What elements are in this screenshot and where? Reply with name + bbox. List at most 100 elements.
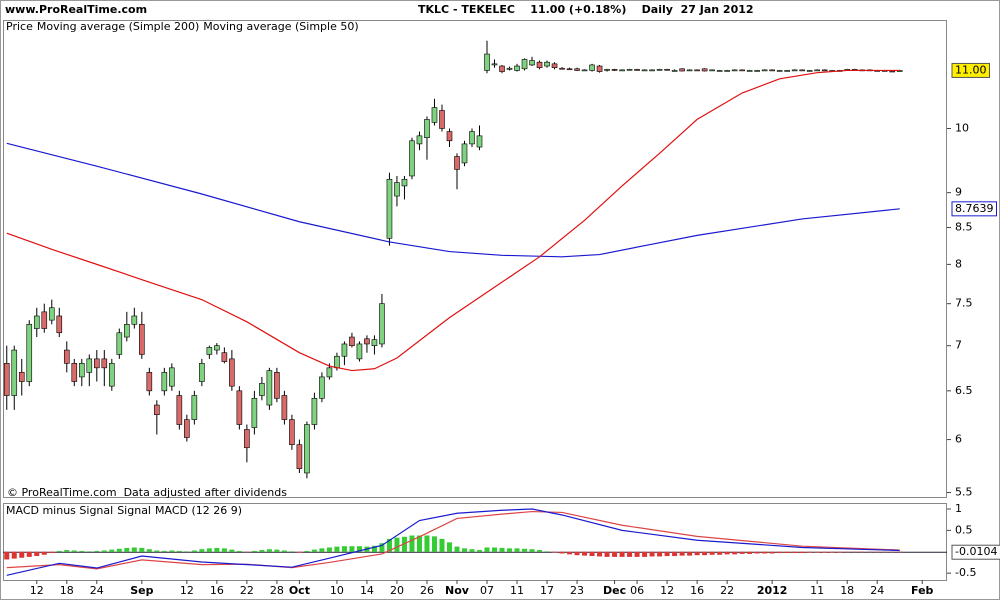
candle-body xyxy=(656,69,663,71)
histogram-bar xyxy=(837,551,843,553)
histogram-bar xyxy=(326,547,332,552)
histogram-bar xyxy=(199,549,205,552)
histogram-bar xyxy=(559,551,565,554)
candle-body xyxy=(476,135,483,148)
histogram-bar xyxy=(567,551,573,555)
histogram-bar xyxy=(4,551,10,560)
histogram-bar xyxy=(439,538,445,552)
histogram-bar xyxy=(822,551,828,553)
x-tick-label: 06 xyxy=(630,584,644,597)
candle-body xyxy=(821,69,828,72)
y-tick-label: 6.5 xyxy=(955,384,973,397)
histogram-bar xyxy=(792,551,798,554)
histogram-bar xyxy=(146,549,152,552)
candle-body xyxy=(716,70,723,72)
candle-body xyxy=(761,69,768,72)
candle-body xyxy=(364,338,370,345)
histogram-bar xyxy=(484,547,490,552)
candle-body xyxy=(214,345,220,351)
candle-body xyxy=(296,444,303,469)
histogram-bar xyxy=(221,548,227,552)
candle-body xyxy=(18,372,25,382)
candle-body xyxy=(139,324,145,355)
histogram-bar xyxy=(529,549,535,552)
y-tick-label: 8.5 xyxy=(955,220,973,233)
histogram-bar xyxy=(416,535,422,552)
x-tick-label: 26 xyxy=(420,584,434,597)
histogram-bar xyxy=(634,551,640,557)
histogram-bar xyxy=(116,548,122,552)
candle-body xyxy=(596,65,603,72)
candle-body xyxy=(799,69,805,72)
histogram-bar xyxy=(687,551,693,556)
candle-body xyxy=(671,70,678,72)
candle-body xyxy=(544,61,550,67)
candle-body xyxy=(289,419,295,445)
x-tick-label: 23 xyxy=(570,584,584,597)
candle-body xyxy=(229,358,235,387)
histogram-bar xyxy=(507,548,513,552)
candle-body xyxy=(746,70,753,72)
histogram-bar xyxy=(672,551,678,557)
histogram-bar xyxy=(266,549,272,552)
histogram-bar xyxy=(49,551,55,554)
candle-body xyxy=(739,69,745,72)
candle-body xyxy=(461,143,468,164)
candle-body xyxy=(724,70,730,72)
x-tick-label: 18 xyxy=(840,584,854,597)
x-tick-label: 11 xyxy=(810,584,824,597)
histogram-bar xyxy=(589,551,595,557)
candle-body xyxy=(341,343,348,357)
histogram-bar xyxy=(296,551,302,553)
x-tick-label: Dec xyxy=(603,584,626,597)
histogram-bar xyxy=(94,550,100,552)
candle-body xyxy=(334,355,340,369)
histogram-bar xyxy=(236,550,242,552)
histogram-bar xyxy=(642,551,648,557)
candle-body xyxy=(604,69,610,71)
histogram-bar xyxy=(169,550,175,552)
histogram-bar xyxy=(769,551,775,554)
candle-body xyxy=(514,65,520,71)
candle-body xyxy=(109,363,115,387)
x-tick-label: 10 xyxy=(330,584,344,597)
candle-body xyxy=(619,69,625,72)
y-tick-label: 6 xyxy=(955,433,962,446)
candle-body xyxy=(731,69,738,72)
candle-body xyxy=(686,69,693,72)
candle-body xyxy=(146,372,153,392)
histogram-bar xyxy=(747,551,753,554)
candle-body xyxy=(776,70,783,72)
candle-body xyxy=(401,178,408,187)
x-tick-label: 28 xyxy=(270,584,284,597)
candle-body xyxy=(199,363,205,382)
x-tick-label: 22 xyxy=(240,584,254,597)
candle-body xyxy=(169,367,175,387)
candle-body xyxy=(551,63,558,68)
candle-body xyxy=(566,68,573,71)
histogram-bar xyxy=(274,549,280,552)
histogram-bar xyxy=(777,551,783,554)
candle-body xyxy=(424,119,430,138)
candle-body xyxy=(379,303,385,345)
histogram-bar xyxy=(807,551,813,553)
histogram-bar xyxy=(34,551,40,557)
histogram-bar xyxy=(64,550,70,552)
chart-title: TKLC - TEKELEC 11.00 (+0.18%) Daily 27 J… xyxy=(418,3,754,16)
histogram-bar xyxy=(131,547,137,552)
candle-body xyxy=(154,404,160,416)
histogram-bar xyxy=(574,551,580,556)
candle-body xyxy=(791,69,798,72)
candle-body xyxy=(191,395,198,420)
histogram-bar xyxy=(356,546,362,552)
candle-body xyxy=(589,64,595,71)
y-tick-label: 1 xyxy=(955,502,962,515)
value-tag xyxy=(951,544,1000,560)
histogram-bar xyxy=(394,537,400,552)
candle-body xyxy=(506,67,513,70)
histogram-bar xyxy=(304,550,310,552)
histogram-bar xyxy=(679,551,685,556)
x-tick-label: Nov xyxy=(445,584,470,597)
candle-body xyxy=(529,60,535,66)
